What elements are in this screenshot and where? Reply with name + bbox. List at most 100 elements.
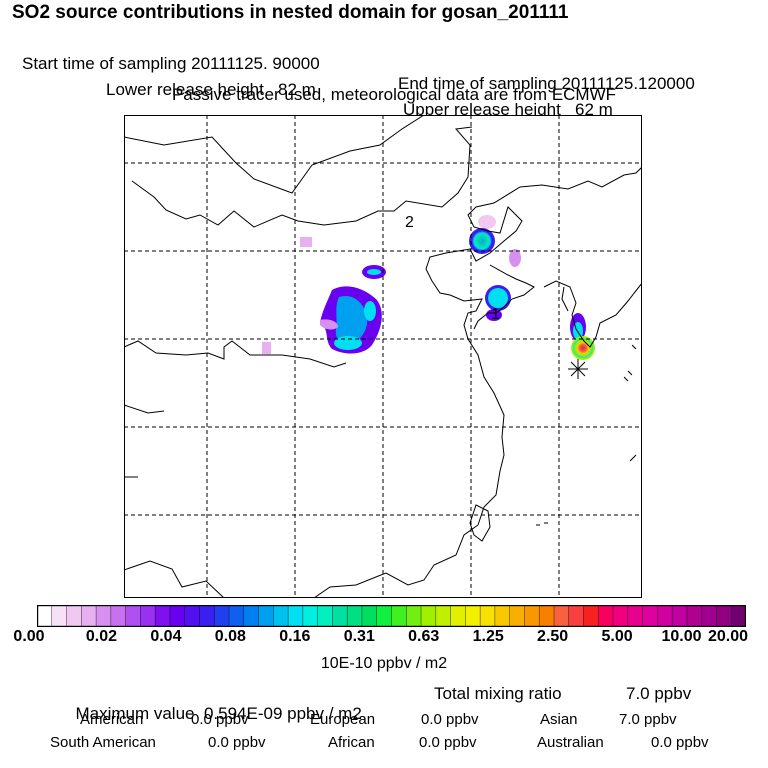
colorbar-swatch — [406, 605, 422, 627]
colorbar-swatch — [302, 605, 319, 627]
map-frame — [124, 115, 642, 598]
colorbar-tick-label: 0.31 — [343, 628, 375, 645]
colorbar-swatch — [273, 605, 289, 627]
colorbar-swatch — [524, 605, 540, 627]
colorbar-swatch — [421, 605, 437, 627]
colorbar-swatch — [125, 605, 141, 627]
colorbar-swatch — [450, 605, 466, 627]
plume-layer — [262, 215, 595, 360]
colorbar-swatch — [465, 605, 481, 627]
map-label-1: 1 — [491, 306, 500, 323]
plume-patch — [335, 295, 368, 345]
colorbar-swatch — [494, 605, 511, 627]
map-label-2: 2 — [405, 214, 414, 231]
colorbar-swatch — [642, 605, 658, 627]
region-value-european: 0.0 ppbv — [421, 711, 479, 728]
colorbar-swatch — [672, 605, 688, 627]
colorbar-tick-label: 20.00 — [707, 628, 749, 645]
colorbar-swatch — [731, 605, 746, 627]
colorbar-swatch — [110, 605, 127, 627]
colorbar — [37, 605, 746, 627]
chart-title: SO2 source contributions in nested domai… — [12, 2, 569, 23]
colorbar-swatch — [553, 605, 570, 627]
plume-patch — [300, 237, 312, 247]
region-value-australian: 0.0 ppbv — [651, 734, 709, 751]
plume-patch — [573, 338, 593, 358]
total-mixing-value: 7.0 ppbv — [626, 684, 692, 703]
colorbar-swatch — [480, 605, 496, 627]
plume-patch — [472, 231, 492, 251]
colorbar-frame — [37, 605, 746, 627]
colorbar-swatch — [66, 605, 82, 627]
colorbar-swatch — [288, 605, 304, 627]
colorbar-swatch — [81, 605, 97, 627]
colorbar-swatch — [361, 605, 378, 627]
colorbar-swatch — [140, 605, 156, 627]
colorbar-swatch — [583, 605, 599, 627]
plume-patch — [320, 319, 338, 330]
colorbar-swatch — [701, 605, 717, 627]
region-name-australian: Australian — [537, 734, 604, 751]
colorbar-swatch — [317, 605, 333, 627]
colorbar-tick-label: 0.63 — [408, 628, 440, 645]
colorbar-swatch — [258, 605, 274, 627]
plume-patch — [364, 301, 376, 321]
plume-patch — [334, 336, 362, 350]
upper-release-label: Upper release height 62 m — [403, 100, 613, 119]
colorbar-swatch — [184, 605, 200, 627]
max-value: 0.594E-09 ppbv / m2 — [203, 704, 362, 723]
colorbar-swatch — [391, 605, 407, 627]
map-plot: 2 1 — [124, 115, 642, 598]
region-name-american: American — [80, 711, 144, 728]
lower-release-label: Lower release height 82 m — [106, 80, 316, 99]
plume-patch — [262, 342, 271, 354]
region-name-asian: Asian — [540, 711, 578, 728]
grid-layer — [124, 115, 642, 598]
colorbar-tick-label: 0.04 — [150, 628, 182, 645]
colorbar-tick-label: 5.00 — [601, 628, 633, 645]
tracer-note: Passive tracer used, meteorological data… — [171, 85, 617, 104]
asterisk-icon — [568, 359, 588, 379]
colorbar-swatch — [509, 605, 525, 627]
colorbar-swatch — [686, 605, 703, 627]
colorbar-swatch — [169, 605, 186, 627]
colorbar-swatch — [539, 605, 555, 627]
end-time-label: End time of sampling 20111125.120000 — [398, 74, 695, 93]
colorbar-swatch — [37, 605, 53, 627]
colorbar-tick-label: 2.50 — [537, 628, 569, 645]
colorbar-swatch — [657, 605, 673, 627]
colorbar-swatch — [155, 605, 171, 627]
colorbar-swatch — [214, 605, 230, 627]
colorbar-swatch — [613, 605, 629, 627]
colorbar-swatch — [347, 605, 363, 627]
colorbar-swatch — [229, 605, 245, 627]
plume-patch — [509, 249, 521, 267]
colorbar-swatch — [627, 605, 644, 627]
region-name-south-american: South American — [50, 734, 156, 751]
colorbar-swatch — [716, 605, 732, 627]
region-value-african: 0.0 ppbv — [419, 734, 477, 751]
max-value-line: Maximum value 0.594E-09 ppbv / m2 — [66, 684, 362, 724]
colorbar-swatch — [598, 605, 614, 627]
max-value-label: Maximum value — [75, 704, 195, 723]
region-name-african: African — [328, 734, 375, 751]
colorbar-swatch — [243, 605, 260, 627]
region-value-american: 0.0 ppbv — [191, 711, 249, 728]
release-height-line: Lower release height 82 m Upper release … — [0, 60, 768, 120]
plume-patch — [367, 269, 381, 275]
region-value-south-american: 0.0 ppbv — [208, 734, 266, 751]
colorbar-tick-label: 0.00 — [13, 628, 45, 645]
colorbar-tick-label: 0.16 — [279, 628, 311, 645]
colorbar-swatch — [332, 605, 348, 627]
plume-patch — [488, 288, 508, 308]
colorbar-tick-label: 10.00 — [661, 628, 702, 645]
colorbar-swatch — [376, 605, 392, 627]
colorbar-tick-label: 0.02 — [85, 628, 118, 645]
sampling-time-line: Start time of sampling 20111125. 90000 E… — [0, 34, 768, 94]
colorbar-swatch — [568, 605, 585, 627]
colorbar-unit: 10E-10 ppbv / m2 — [320, 655, 448, 672]
colorbar-swatch — [96, 605, 112, 627]
plume-patch — [478, 215, 496, 229]
colorbar-tick-label: 1.25 — [472, 628, 504, 645]
total-mixing-label: Total mixing ratio — [434, 684, 562, 703]
